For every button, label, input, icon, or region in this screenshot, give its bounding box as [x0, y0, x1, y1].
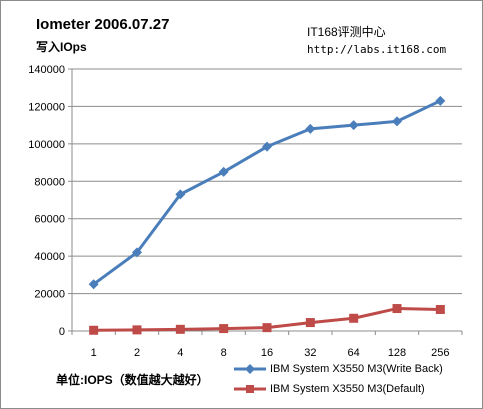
data-point-series-0	[175, 189, 186, 200]
data-point-series-1	[219, 324, 229, 334]
data-point-series-0	[88, 279, 99, 290]
data-point-series-0	[435, 95, 446, 106]
y-tick-label: 60000	[34, 214, 65, 226]
data-point-series-0	[348, 120, 359, 131]
chart-title: Iometer 2006.07.27	[36, 16, 170, 33]
source-label: IT168评测中心	[307, 25, 386, 39]
data-point-series-1	[132, 325, 142, 335]
data-point-series-1	[305, 318, 315, 328]
y-tick-label: 0	[59, 326, 65, 338]
data-point-series-1	[435, 304, 445, 314]
data-point-series-1	[262, 323, 272, 333]
y-tick-label: 100000	[28, 139, 65, 151]
legend-item-write-back: IBM System X3550 M3(Write Back)	[234, 360, 470, 380]
data-point-series-0	[132, 247, 142, 258]
x-tick-label: 32	[304, 347, 316, 359]
y-tick-label: 80000	[34, 176, 65, 188]
x-tick-label: 2	[134, 347, 140, 359]
legend-swatch-default	[234, 385, 266, 393]
x-tick-label: 8	[221, 347, 227, 359]
data-point-series-1	[89, 325, 99, 335]
legend: IBM System X3550 M3(Write Back) IBM Syst…	[234, 360, 470, 400]
y-tick-label: 40000	[34, 251, 65, 263]
unit-note: 单位:IOPS（数值越大越好）	[56, 373, 209, 387]
y-tick-label: 140000	[28, 64, 65, 76]
series-line-0	[92, 99, 441, 286]
legend-label-write-back: IBM System X3550 M3(Write Back)	[270, 363, 443, 375]
legend-label-default: IBM System X3550 M3(Default)	[270, 383, 425, 395]
x-tick-label: 256	[431, 347, 449, 359]
data-point-series-1	[392, 304, 402, 314]
data-point-series-0	[392, 116, 402, 127]
data-point-series-0	[262, 141, 272, 152]
source-url: http://labs.it168.com	[307, 43, 447, 56]
legend-swatch-write-back	[234, 364, 266, 374]
x-tick-label: 128	[388, 347, 406, 359]
data-point-series-0	[305, 123, 316, 134]
x-tick-label: 16	[261, 347, 273, 359]
x-tick-label: 4	[177, 347, 183, 359]
data-point-series-0	[218, 166, 229, 177]
legend-item-default: IBM System X3550 M3(Default)	[234, 380, 470, 400]
chart-subtitle: 写入IOps	[36, 40, 87, 54]
y-tick-label: 120000	[28, 101, 65, 113]
x-tick-label: 64	[348, 347, 360, 359]
y-tick-label: 20000	[34, 289, 65, 301]
data-point-series-1	[175, 324, 185, 334]
data-point-series-1	[349, 313, 359, 323]
x-tick-label: 1	[91, 347, 97, 359]
